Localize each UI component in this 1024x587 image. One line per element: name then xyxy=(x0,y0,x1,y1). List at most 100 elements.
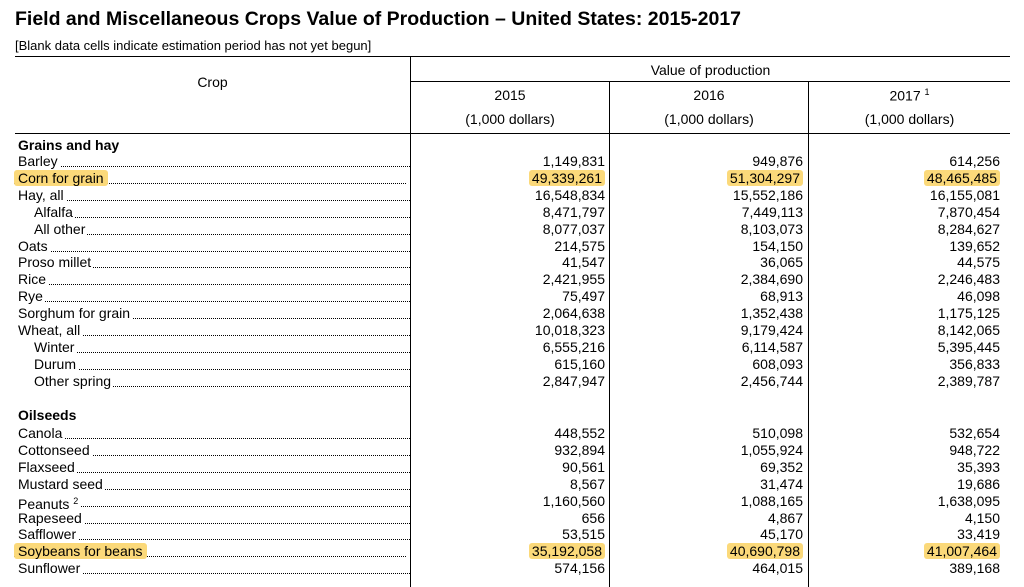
table-row: All other 8,077,037 8,103,073 8,284,627 xyxy=(0,220,1024,238)
crop-name-cell: Sorghum for grain xyxy=(18,305,410,322)
value-text: 139,652 xyxy=(949,237,1000,254)
value-text: 53,515 xyxy=(562,526,605,543)
value-cell-2015: 8,567 xyxy=(505,476,605,493)
section-heading: Grains and hay xyxy=(18,137,120,153)
dot-leader xyxy=(18,539,410,541)
value-text: 68,913 xyxy=(760,288,803,305)
table-row: Cottonseed 932,894 1,055,924 948,722 xyxy=(0,441,1024,459)
value-text: 15,552,186 xyxy=(732,186,803,203)
value-text: 6,555,216 xyxy=(542,338,605,355)
table-top-rule xyxy=(15,56,1010,57)
dot-leader xyxy=(18,438,410,439)
value-cell-2016: 51,304,297 xyxy=(703,169,803,187)
crop-name-cell: Proso millet xyxy=(18,254,410,271)
value-cell-2016: 69,352 xyxy=(703,459,803,476)
table-note: [Blank data cells indicate estimation pe… xyxy=(15,38,372,53)
year-2017-label: 2017 xyxy=(889,87,921,104)
crop-name-cell: Canola xyxy=(18,425,410,442)
crop-name: Hay, all xyxy=(18,186,66,203)
value-cell-2015: 35,192,058 xyxy=(505,543,605,560)
value-text: 35,393 xyxy=(957,458,1000,475)
dot-leader xyxy=(18,318,410,320)
value-cell-2015: 214,575 xyxy=(505,238,605,255)
value-cell-2017: 19,686 xyxy=(900,476,1000,493)
crop-name-text: Wheat, all xyxy=(18,322,81,338)
value-cell-2016: 31,474 xyxy=(703,476,803,493)
value-text: 16,155,081 xyxy=(929,186,1000,203)
value-text: 51,304,297 xyxy=(726,169,803,186)
value-text: 8,284,627 xyxy=(937,220,1000,237)
value-text: 8,567 xyxy=(569,475,605,492)
crop-name: Soybeans for beans xyxy=(14,543,147,560)
table-row: Alfalfa 8,471,797 7,449,113 7,870,454 xyxy=(0,203,1024,221)
value-text: 41,547 xyxy=(562,254,605,271)
value-text: 40,690,798 xyxy=(726,543,803,560)
crop-name: Cottonseed xyxy=(18,441,92,458)
table-row: Corn for grain 49,339,261 51,304,297 48,465… xyxy=(0,169,1024,187)
value-cell-2016: 949,876 xyxy=(703,153,803,170)
value-text: 614,256 xyxy=(949,153,1000,169)
crop-name: Alfalfa xyxy=(18,203,75,220)
dot-leader xyxy=(18,488,410,490)
dot-leader xyxy=(18,385,410,387)
value-cell-2017: 8,284,627 xyxy=(900,221,1000,238)
value-text: 389,168 xyxy=(949,560,1000,577)
crop-name-cell: Oats xyxy=(18,237,410,255)
crop-name-cell: Wheat, all xyxy=(18,322,410,339)
dot-leader xyxy=(18,351,410,353)
table-row: Hay, all 16,548,834 15,552,186 16,155,081 xyxy=(0,186,1024,204)
crop-name-text: Barley xyxy=(18,153,58,169)
value-text: 16,548,834 xyxy=(534,186,605,203)
crop-name: Rapeseed xyxy=(18,509,84,526)
column-divider-2017 xyxy=(808,81,809,587)
crop-name-text: Sorghum for grain xyxy=(18,305,131,322)
value-cell-2015: 8,471,797 xyxy=(505,204,605,221)
value-cell-2017: 44,575 xyxy=(900,254,1000,271)
table-row: Rapeseed 656 4,867 4,150 xyxy=(0,509,1024,527)
value-cell-2016: 510,098 xyxy=(703,425,803,442)
crop-name-cell: Alfalfa xyxy=(18,203,410,221)
table-row: Winter 6,555,216 6,114,587 5,395,445 xyxy=(0,338,1024,356)
crop-name-cell: Rapeseed xyxy=(18,509,410,527)
value-cell-2015: 2,421,955 xyxy=(505,271,605,288)
value-text: 2,064,638 xyxy=(542,305,605,322)
value-cell-2015: 49,339,261 xyxy=(505,169,605,187)
value-text: 1,149,831 xyxy=(542,153,605,169)
header-bottom-rule xyxy=(15,133,1010,134)
value-text: 1,175,125 xyxy=(937,305,1000,322)
value-text: 48,465,485 xyxy=(923,169,1000,186)
value-text: 19,686 xyxy=(957,475,1000,492)
table-row: Rye 75,497 68,913 46,098 xyxy=(0,288,1024,305)
crop-name-text: Durum xyxy=(34,355,77,372)
crop-name-text: Cottonseed xyxy=(18,441,90,458)
value-text: 6,114,587 xyxy=(741,338,803,355)
crop-name: Durum xyxy=(18,355,79,372)
table-row: Rice 2,421,955 2,384,690 2,246,483 xyxy=(0,271,1024,288)
value-cell-2015: 41,547 xyxy=(505,254,605,271)
table-row: Sorghum for grain 2,064,638 1,352,438 1,175… xyxy=(0,305,1024,322)
crop-name: All other xyxy=(18,220,88,237)
crop-name-text: Mustard seed xyxy=(18,475,103,492)
value-text: 5,395,445 xyxy=(937,338,1000,355)
table-row: Sunflower 574,156 464,015 389,168 xyxy=(0,560,1024,577)
crop-name-cell: Sunflower xyxy=(18,560,410,577)
value-cell-2017: 16,155,081 xyxy=(900,187,1000,204)
value-cell-2017: 139,652 xyxy=(900,238,1000,255)
dot-leader xyxy=(18,505,410,507)
crop-name-cell: Mustard seed xyxy=(18,475,410,493)
value-cell-2016: 2,456,744 xyxy=(703,373,803,390)
value-text: 35,192,058 xyxy=(528,543,605,560)
value-cell-2017: 1,638,095 xyxy=(900,493,1000,510)
table-row: Flaxseed 90,561 69,352 35,393 xyxy=(0,458,1024,476)
table-row: Oats 214,575 154,150 139,652 xyxy=(0,237,1024,255)
value-cell-2017: 614,256 xyxy=(900,153,1000,170)
value-text: 1,352,438 xyxy=(740,305,803,322)
value-text: 2,246,483 xyxy=(937,271,1000,288)
value-cell-2016: 6,114,587 xyxy=(703,339,803,356)
dot-leader xyxy=(18,233,410,235)
crop-name: Wheat, all xyxy=(18,322,83,338)
value-cell-2017: 948,722 xyxy=(900,442,1000,459)
value-of-production-header: Value of production xyxy=(650,62,771,78)
value-cell-2015: 6,555,216 xyxy=(505,339,605,356)
crop-name-cell: Soybeans for beans xyxy=(14,543,406,560)
